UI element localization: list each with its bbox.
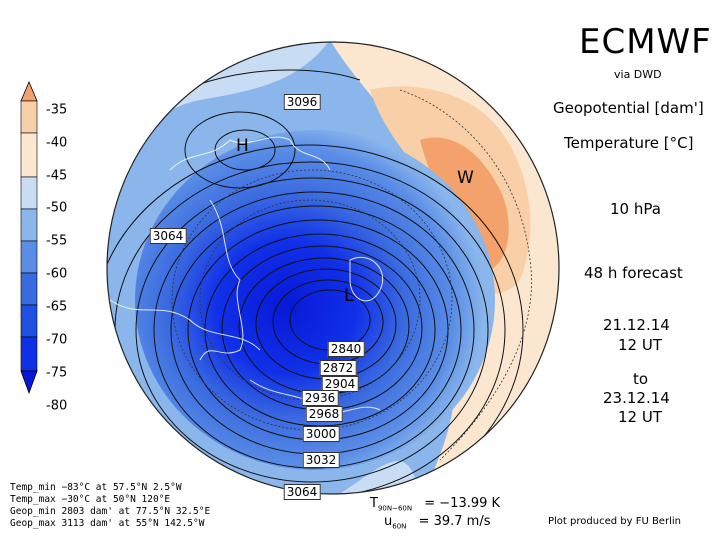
contour-label: 2936 [301,390,339,406]
u-subscript: 60N [392,522,407,531]
stat-geop-max: Geop_max 3113 dam' at 55°N 142.5°W [10,518,205,529]
contour-label: 2904 [321,376,359,392]
legend-label: -70 [46,332,68,348]
warm-marker: W [457,168,474,188]
stat-temp-min: Temp_min −83°C at 57.5°N 2.5°W [10,482,182,493]
init-time: 12 UT [618,336,662,354]
pressure-level: 10 hPa [610,200,661,218]
contour-label: 3032 [302,452,340,468]
contour-label: 3064 [149,228,187,244]
contour-label: 3000 [302,426,340,442]
valid-date: 23.12.14 [603,389,670,407]
valid-time: 12 UT [618,408,662,426]
source-label: via DWD [614,68,662,81]
legend-label: -35 [46,102,68,118]
t-diagnostic: T90N−60N = −13.99 K [370,496,500,513]
field-temperature: Temperature [°C] [564,134,694,152]
legend-label: -40 [46,135,68,151]
high-pressure-marker: H [236,136,249,156]
to-label: to [633,370,649,388]
contour-label: 3096 [283,94,321,110]
page-title: ECMWF [579,22,712,62]
field-geopotential: Geopotential [dam'] [553,99,704,117]
t-subscript: 90N−60N [377,504,413,513]
init-date: 21.12.14 [603,316,670,334]
t-value: = −13.99 K [424,496,501,511]
contour-label: 2872 [319,360,357,376]
legend-label: -60 [46,266,68,282]
legend-label: -80 [46,398,68,414]
colorbar [20,80,38,395]
u-value: = 39.7 m/s [418,514,491,529]
legend-label: -50 [46,200,68,216]
geopotential-contours [107,69,524,494]
contour-label: 3064 [283,484,321,500]
legend-label: -55 [46,233,68,249]
map-fill [107,42,559,494]
t-symbol: T [370,496,378,511]
credit-label: Plot produced by FU Berlin [548,516,681,527]
stat-temp-max: Temp_max −30°C at 50°N 120°E [10,494,171,505]
legend-label: -75 [46,365,68,381]
low-pressure-marker: L [344,286,354,306]
contour-label: 2968 [305,406,343,422]
legend-label: -65 [46,299,68,315]
contour-label: 2840 [327,341,365,357]
legend-label: -45 [46,168,68,184]
u-symbol: u [384,514,393,529]
forecast-range: 48 h forecast [584,264,683,282]
stat-geop-min: Geop_min 2803 dam' at 77.5°N 32.5°E [10,506,211,517]
u-diagnostic: u60N = 39.7 m/s [384,514,490,531]
